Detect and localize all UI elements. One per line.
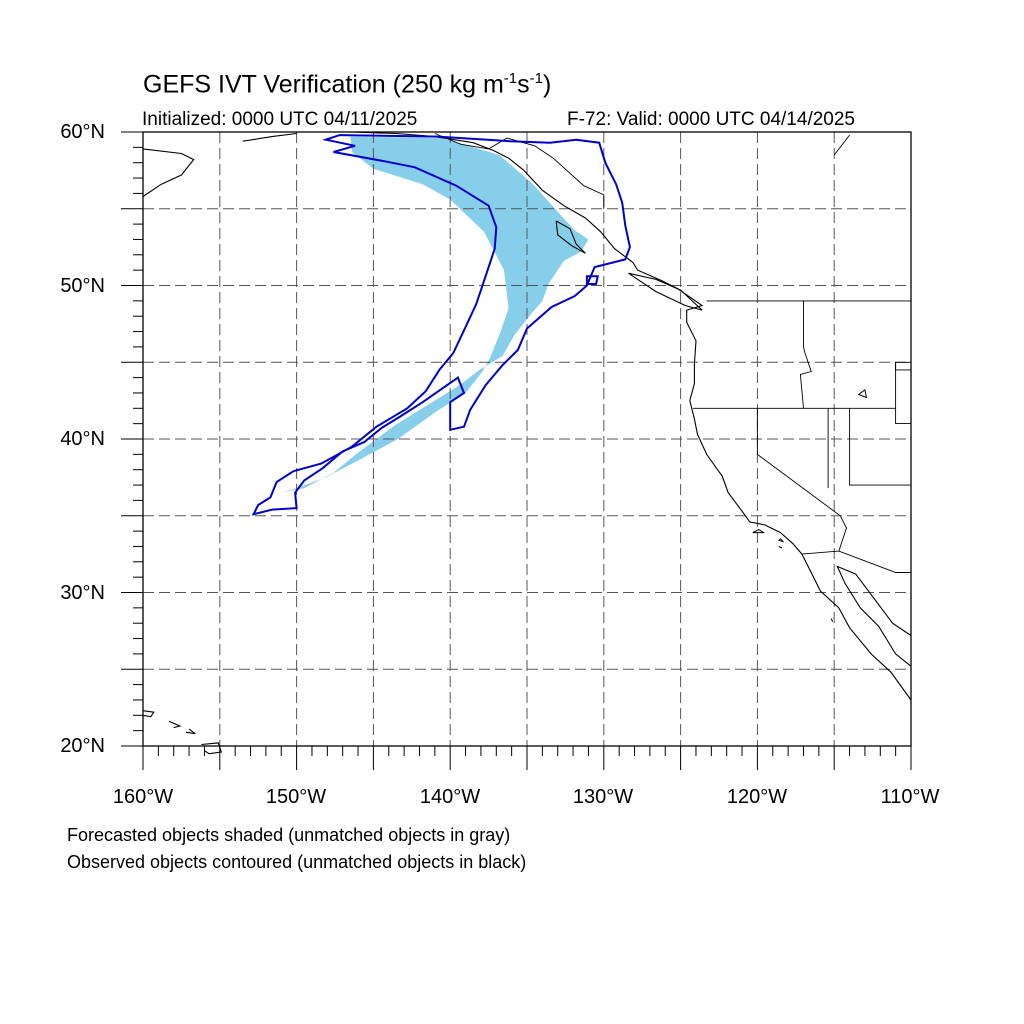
observed-legend-note: Observed objects contoured (unmatched ob… xyxy=(67,852,527,872)
lon-label-120w: 120°W xyxy=(726,786,788,808)
valid-time: F-72: Valid: 0000 UTC 04/14/2025 xyxy=(567,109,855,130)
political-border xyxy=(838,515,847,552)
axis-ticks xyxy=(121,131,912,770)
political-border xyxy=(833,134,850,156)
lon-label-130w: 130°W xyxy=(572,786,634,808)
island-outline xyxy=(830,618,834,622)
lat-label-60: 60°N xyxy=(60,121,105,143)
coastline xyxy=(185,728,196,735)
map-frame xyxy=(142,131,912,747)
political-border xyxy=(801,550,911,573)
island-outline xyxy=(752,529,766,534)
coastline xyxy=(836,565,912,667)
coastline xyxy=(628,272,703,311)
coastline xyxy=(142,148,195,197)
lon-label-150w: 150°W xyxy=(265,786,327,808)
forecast-object-shade xyxy=(281,136,589,493)
island-outline xyxy=(778,546,783,549)
coastline xyxy=(555,220,586,254)
political-border xyxy=(756,408,841,517)
init-time: Initialized: 0000 UTC 04/11/2025 xyxy=(142,109,418,130)
forecast-legend-note: Forecasted objects shaded (unmatched obj… xyxy=(67,825,511,845)
coastline xyxy=(242,132,297,142)
lon-label-140w: 140°W xyxy=(419,786,481,808)
lat-label-50: 50°N xyxy=(60,275,105,297)
forecast-objects-layer xyxy=(281,136,589,493)
coastline xyxy=(319,131,912,701)
island-outline xyxy=(857,389,868,399)
political-border xyxy=(849,408,911,486)
coastline xyxy=(168,720,182,729)
chart-title: GEFS IVT Verification (250 kg m-1s-1) xyxy=(143,70,552,99)
lat-label-40: 40°N xyxy=(60,428,105,450)
observed-object-contour xyxy=(585,275,599,285)
coastline xyxy=(201,742,223,755)
coastline-layer xyxy=(142,131,912,755)
political-border xyxy=(434,133,605,209)
lat-label-20: 20°N xyxy=(60,735,105,757)
island-outline xyxy=(777,538,784,543)
political-border xyxy=(895,361,911,425)
lon-label-110w: 110°W xyxy=(880,786,940,808)
lat-label-30: 30°N xyxy=(60,582,105,604)
lon-label-160w: 160°W xyxy=(112,786,174,808)
political-border xyxy=(895,362,911,371)
political-border xyxy=(799,300,812,409)
observed-objects-layer xyxy=(251,134,631,516)
coastline xyxy=(142,710,155,718)
observed-object-contour xyxy=(251,134,631,516)
